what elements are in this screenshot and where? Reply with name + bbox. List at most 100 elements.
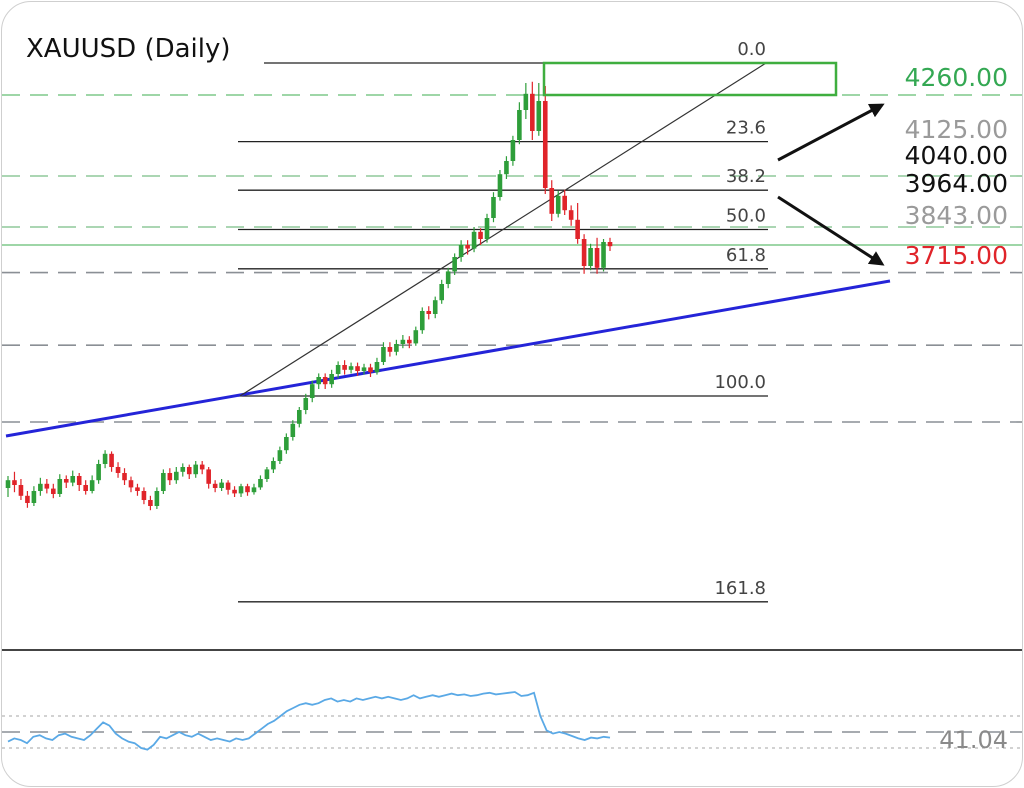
rsi-value-label: 41.04 — [939, 726, 1008, 754]
candle-body — [238, 486, 244, 494]
candle-body — [394, 344, 399, 352]
candle-body — [335, 365, 341, 374]
candle-body — [232, 489, 237, 494]
fibonacci-retracement: 0.0 23.6 38.2 50.0 61.8 100.0 161.8 — [238, 39, 768, 603]
swing-trendline — [239, 62, 767, 397]
candle-body — [102, 453, 108, 464]
fib-level-label: 50.0 — [726, 206, 766, 227]
candle-body — [38, 483, 43, 491]
fib-level-label: 23.6 — [726, 118, 766, 139]
candle-body — [76, 476, 82, 485]
candle-body — [284, 437, 289, 451]
rsi-line — [7, 691, 611, 751]
candle-body — [174, 471, 179, 481]
candle-body — [89, 480, 95, 491]
candle-body — [419, 311, 425, 331]
fib-level-label: 38.2 — [726, 166, 766, 187]
candle-body — [426, 311, 432, 314]
candle-body — [141, 491, 147, 500]
candle-body — [212, 483, 218, 488]
candle-body — [329, 374, 334, 385]
candle-body — [70, 476, 76, 483]
rsi-pane: 41.04 — [2, 649, 1022, 754]
candle-body — [12, 480, 17, 485]
candle-body — [575, 219, 580, 239]
candle-body — [530, 93, 535, 131]
candle-body — [504, 161, 509, 175]
candle-body — [57, 479, 63, 494]
candle-body — [581, 239, 587, 266]
price-level-label: 3715.00 — [905, 241, 1008, 270]
candle-body — [186, 467, 192, 475]
candle-body — [517, 110, 522, 140]
candle-body — [361, 367, 367, 371]
candle-body — [348, 366, 354, 370]
candle-body — [607, 242, 613, 247]
candle-body — [258, 479, 263, 488]
candle-body — [549, 188, 555, 214]
candle-body — [154, 491, 160, 506]
candle-body — [161, 473, 166, 491]
candle-body — [180, 467, 186, 472]
candle-body — [484, 218, 490, 239]
candle-body — [206, 469, 211, 484]
candle-body — [523, 93, 529, 110]
candle-body — [109, 453, 114, 467]
candle-body — [63, 479, 69, 483]
candle-body — [115, 467, 121, 473]
trend-lines — [5, 62, 891, 438]
candle-body — [303, 398, 309, 410]
price-level-label: 4260.00 — [905, 63, 1008, 92]
candle-body — [594, 248, 600, 268]
candle-body — [568, 210, 574, 220]
candle-body — [296, 410, 302, 424]
candle-body — [51, 488, 56, 494]
candle-body — [309, 384, 315, 398]
candle-body — [381, 347, 386, 362]
candle-body — [342, 365, 347, 370]
candle-body — [458, 245, 464, 257]
candle-body — [31, 491, 37, 503]
candle-body — [445, 271, 451, 284]
candle-body — [219, 482, 224, 488]
candle-body — [465, 245, 470, 249]
candle-body — [148, 500, 153, 506]
candle-body — [497, 174, 503, 197]
candle-body — [25, 495, 30, 503]
annotations — [542, 61, 885, 266]
fib-level-label: 161.8 — [714, 578, 766, 599]
candle-body — [18, 485, 24, 496]
resistance-zone-box — [542, 61, 838, 97]
candle-body — [471, 231, 477, 249]
candle-body — [5, 480, 11, 488]
candle-body — [491, 197, 496, 218]
fib-level-label: 100.0 — [714, 372, 766, 393]
candle-body — [225, 482, 231, 490]
price-level-label: 3964.00 — [905, 169, 1008, 198]
candle-body — [478, 231, 483, 239]
candle-body — [128, 480, 134, 488]
candle-body — [562, 195, 567, 211]
candlesticks — [5, 81, 613, 511]
candle-body — [601, 242, 606, 268]
candle-body — [199, 464, 205, 470]
price-level-label: 4125.00 — [905, 115, 1008, 144]
candle-body — [135, 487, 140, 491]
candle-body — [452, 257, 457, 272]
candle-body — [542, 101, 548, 188]
candle-body — [536, 101, 542, 131]
candle-body — [432, 300, 438, 314]
candle-body — [322, 377, 328, 385]
support-trendline — [5, 279, 891, 438]
price-level-label: 4040.00 — [905, 141, 1008, 170]
candle-body — [316, 377, 322, 385]
candle-body — [368, 367, 373, 373]
chart-title: XAUUSD (Daily) — [26, 34, 231, 64]
candle-body — [83, 485, 88, 491]
candle-body — [290, 423, 296, 437]
candle-body — [251, 487, 257, 493]
candle-body — [588, 248, 593, 266]
